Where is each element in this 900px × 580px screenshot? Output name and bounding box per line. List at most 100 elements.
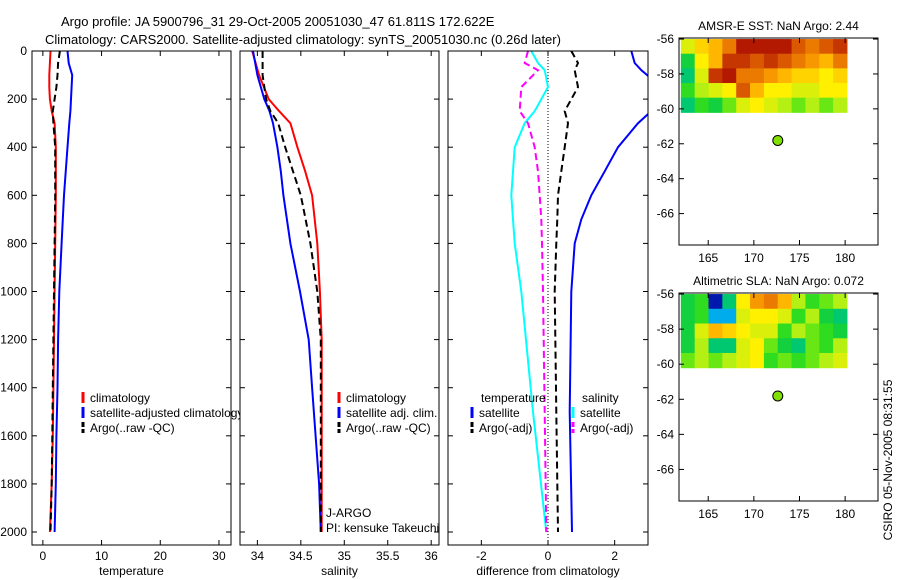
heatmap-cell: [680, 352, 696, 369]
x-tick-label: 30: [212, 549, 226, 563]
heatmap-cell: [819, 53, 834, 69]
heatmap-cell: [763, 53, 779, 69]
heatmap-cell: [791, 294, 806, 310]
x-tick-label: 175: [789, 251, 809, 265]
heatmap-cell: [694, 323, 710, 339]
heatmap-cell: [736, 53, 751, 69]
credit-timestamp: CSIRO 05-Nov-2005 08:31:55: [881, 379, 895, 540]
heatmap-cell: [694, 294, 710, 310]
plot-area: [32, 51, 231, 545]
y-tick-label: 1800: [0, 477, 27, 491]
heatmap-cell: [750, 83, 765, 99]
y-tick-label: 400: [7, 140, 27, 154]
x-axis-label: difference from climatology: [476, 564, 619, 578]
series-line-temperature-satellite: [568, 51, 648, 533]
heatmap-cell: [750, 323, 765, 339]
heatmap-cell: [694, 338, 710, 354]
heatmap-cell: [750, 97, 765, 113]
temperature-panel: 0 10 20 30 0 200 400 600 800 1000 1200 1400 1600 1800…: [0, 44, 243, 578]
plot-content: [251, 51, 323, 533]
legend-label: satellite: [580, 406, 621, 420]
heatmap-cell: [694, 39, 710, 55]
series-line-salinity-satellite: [510, 51, 550, 533]
annotation-text: J-ARGO: [326, 506, 371, 520]
figure-title-line1: Argo profile: JA 5900796_31 29-Oct-2005 …: [61, 14, 495, 29]
heatmap-cell: [805, 53, 820, 69]
heatmap-cell: [777, 39, 793, 55]
heatmap-cell: [763, 338, 779, 354]
heatmap-cell: [833, 308, 848, 325]
series-line-climatology: [48, 51, 57, 533]
argo-location-marker: [772, 390, 784, 402]
heatmap-cell: [819, 352, 834, 369]
heatmap-cell: [791, 53, 806, 69]
heatmap-cell: [680, 39, 696, 55]
x-axis-label: temperature: [99, 564, 164, 578]
axes-frame: [678, 37, 879, 246]
heatmap-cell: [791, 68, 806, 84]
heatmap-cell: [833, 338, 848, 354]
series-line-satellite-adj-clim-: [252, 51, 322, 533]
heatmap-cell: [750, 39, 765, 55]
legend-label: climatology: [90, 391, 150, 405]
heatmap-cell: [736, 68, 751, 84]
heatmap-cell: [833, 352, 848, 369]
heatmap-cell: [777, 338, 793, 354]
heatmap-cell: [694, 97, 710, 113]
heatmap-cell: [680, 83, 696, 99]
heatmap-cell: [763, 308, 779, 325]
legend-heading: salinity: [582, 391, 619, 405]
x-tick-label: 35: [338, 549, 352, 563]
legend-label: Argo(-adj): [479, 421, 532, 435]
legend-item: climatology: [81, 391, 150, 405]
series-line-argo-raw-qc-: [261, 51, 322, 532]
heatmap-cell: [763, 294, 779, 310]
heatmap-cell: [777, 97, 793, 113]
salinity-panel: 34 34.5 35 35.5 36 salinity climatologysatelli…: [239, 50, 440, 578]
heatmap-cell: [833, 323, 848, 339]
heatmap-cell: [750, 294, 765, 310]
legend-item: satellite-adjusted climatology: [81, 406, 243, 420]
y-tick-label: 800: [7, 236, 27, 250]
plot-content: [680, 39, 848, 146]
heatmap-cell: [736, 338, 751, 354]
y-tick-label: -56: [657, 32, 675, 46]
heatmap-cell: [791, 97, 806, 113]
heatmap-cell: [833, 53, 848, 69]
heatmap-cell: [833, 97, 848, 113]
heatmap-cell: [819, 39, 834, 55]
heatmap-cell: [805, 39, 820, 55]
heatmap-cell: [777, 308, 793, 325]
heatmap-cell: [736, 39, 751, 55]
heatmap-cell: [680, 294, 696, 310]
legend-item: Argo(-adj): [470, 421, 532, 435]
x-tick-label: 34: [251, 549, 265, 563]
y-tick-label: 600: [7, 188, 27, 202]
y-tick-label: -62: [657, 137, 675, 151]
heatmap-cell: [819, 308, 834, 325]
heatmap-cell: [833, 39, 848, 55]
heatmap-cell: [833, 83, 848, 99]
legend-item: Argo(..raw -QC): [81, 421, 175, 435]
sst-map-panel: AMSR-E SST: NaN Argo: 2.44 165 170 175 180 -5…: [657, 19, 879, 265]
y-tick-label: 2000: [0, 525, 27, 539]
x-tick-label: 34.5: [289, 549, 313, 563]
heatmap-cell: [708, 308, 723, 325]
heatmap-cell: [791, 323, 806, 339]
x-tick-label: 180: [835, 507, 855, 521]
legend-item: climatology: [337, 391, 406, 405]
heatmap-cell: [805, 352, 820, 369]
heatmap-cell: [722, 68, 737, 84]
y-tick-label: -60: [657, 102, 675, 116]
heatmap-cell: [750, 68, 765, 84]
legend-item: Argo(..raw -QC): [337, 421, 431, 435]
x-tick-label: 165: [698, 507, 718, 521]
heatmap-cell: [680, 68, 696, 84]
heatmap-cell: [763, 97, 779, 113]
x-tick-label: 10: [95, 549, 109, 563]
x-tick-label: 180: [835, 251, 855, 265]
heatmap-cell: [708, 338, 723, 354]
heatmap-cell: [680, 338, 696, 354]
heatmap-cell: [805, 338, 820, 354]
